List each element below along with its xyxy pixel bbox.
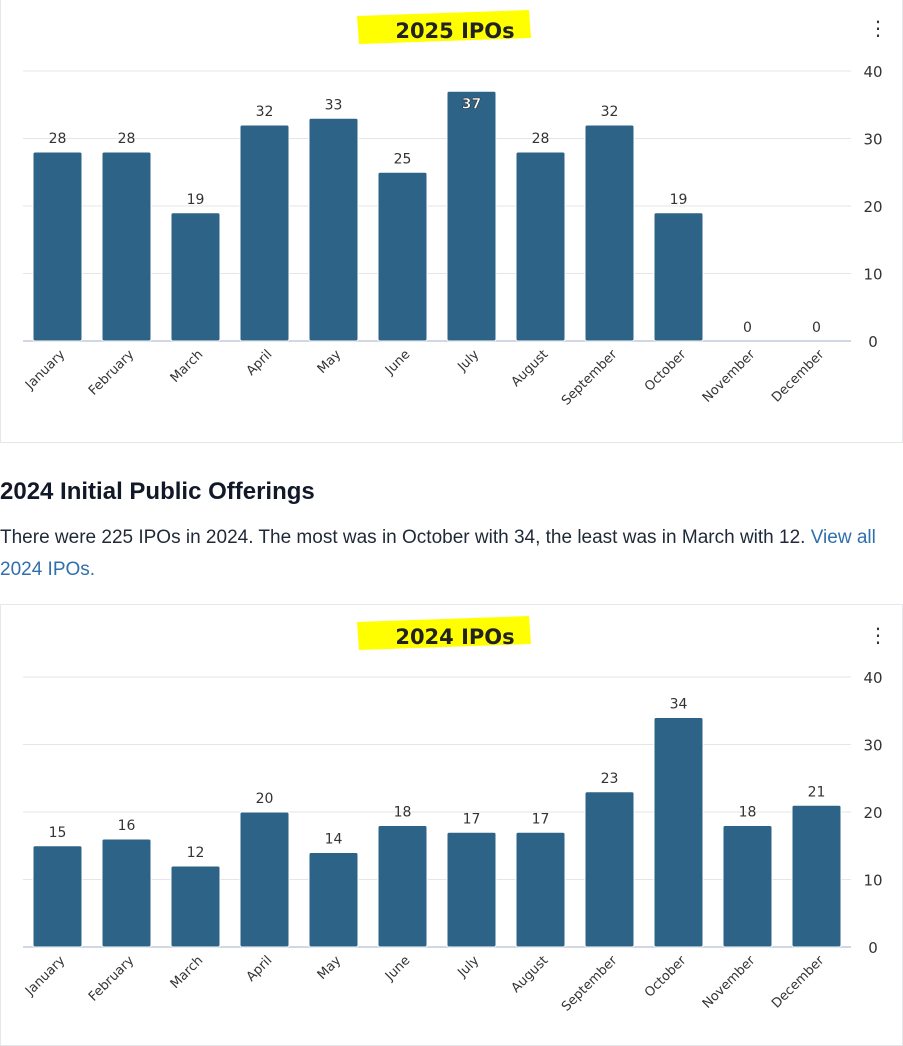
y-tick-label: 30: [863, 737, 882, 755]
bar-april: [239, 124, 290, 342]
y-tick-label: 30: [863, 131, 882, 149]
bar-october: [653, 212, 704, 342]
y-tick-label: 10: [863, 872, 882, 890]
data-label: 15: [49, 825, 67, 841]
data-label: 18: [739, 805, 757, 821]
x-tick-label: February: [86, 347, 138, 399]
x-tick-label: December: [769, 953, 828, 1012]
data-label: 14: [325, 832, 343, 848]
x-tick-label: October: [642, 347, 690, 395]
bar-july: [446, 831, 497, 948]
x-tick-label: May: [315, 347, 345, 377]
data-label: 16: [118, 818, 136, 834]
x-tick-label: June: [382, 953, 413, 984]
data-label: 0: [743, 320, 752, 336]
data-label: 17: [463, 811, 481, 827]
bar-july: [446, 90, 497, 342]
data-label: 25: [394, 151, 412, 167]
bar-january: [32, 151, 83, 342]
data-label: 19: [187, 192, 205, 208]
x-tick-label: July: [454, 953, 482, 981]
data-label: 23: [601, 771, 619, 787]
x-tick-label: June: [382, 347, 413, 378]
data-label: 18: [394, 805, 412, 821]
title-highlight: [357, 10, 531, 44]
chart-title: 2025 IPOs: [395, 19, 514, 43]
x-tick-label: March: [168, 347, 207, 386]
view-all-2024-ipos-link[interactable]: View all 2024 IPOs.: [0, 527, 876, 580]
x-tick-label: August: [509, 953, 552, 996]
x-tick-label: September: [559, 953, 621, 1015]
chart-card-2024: 2024 IPOs 0 10 20 30 40 15 January 16 February 12 M…: [0, 604, 903, 1046]
bar-september: [584, 124, 635, 342]
x-tick-label: February: [86, 953, 138, 1005]
bar-august: [515, 151, 566, 342]
y-tick-label: 10: [863, 266, 882, 284]
y-tick-label: 40: [863, 63, 882, 81]
x-tick-label: November: [700, 347, 759, 406]
bar-january: [32, 845, 83, 948]
bar-may: [308, 852, 359, 948]
section-summary: There were 225 IPOs in 2024. The most wa…: [0, 522, 903, 586]
chart-card-2025: 2025 IPOs 0 10 20 30 40 28 January 28 February 19 M…: [0, 0, 903, 443]
data-label: 21: [808, 784, 826, 800]
chart-2024-ipos: 2024 IPOs 0 10 20 30 40 15 January 16 February 12 M…: [22, 616, 883, 1015]
data-label: 34: [670, 697, 688, 713]
bar-october: [653, 717, 704, 948]
section-heading: 2024 Initial Public Offerings: [0, 478, 315, 505]
summary-text: There were 225 IPOs in 2024. The most wa…: [0, 527, 811, 548]
x-tick-label: November: [700, 953, 759, 1012]
x-tick-label: April: [244, 347, 276, 379]
data-label: 33: [325, 97, 343, 113]
title-highlight: [357, 616, 531, 650]
chart-2025-ipos: 2025 IPOs 0 10 20 30 40 28 January 28 February 19 M…: [22, 10, 883, 409]
data-label: 28: [532, 131, 550, 147]
data-label: 20: [256, 791, 274, 807]
bar-may: [308, 117, 359, 342]
y-tick-label: 20: [863, 198, 882, 216]
bar-june: [377, 171, 428, 342]
data-label: 37: [462, 96, 481, 112]
x-tick-label: January: [22, 347, 68, 393]
data-label: 17: [532, 811, 550, 827]
bar-february: [101, 151, 152, 342]
data-label: 28: [49, 131, 67, 147]
bar-september: [584, 791, 635, 948]
bar-august: [515, 831, 566, 948]
x-tick-label: April: [244, 953, 276, 985]
x-tick-label: March: [168, 953, 207, 992]
bar-february: [101, 838, 152, 948]
y-tick-label: 0: [868, 939, 878, 957]
y-tick-label: 20: [863, 804, 882, 822]
data-label: 32: [601, 104, 619, 120]
data-label: 12: [187, 845, 205, 861]
chart-title: 2024 IPOs: [395, 625, 514, 649]
data-label: 0: [812, 320, 821, 336]
y-tick-label: 40: [863, 669, 882, 687]
bar-december: [791, 804, 842, 948]
data-label: 32: [256, 104, 274, 120]
x-tick-label: May: [315, 953, 345, 983]
x-tick-label: December: [769, 347, 828, 406]
data-label: 28: [118, 131, 136, 147]
x-tick-label: October: [642, 953, 690, 1001]
x-tick-label: January: [22, 953, 68, 999]
data-label: 19: [670, 192, 688, 208]
bar-march: [170, 865, 221, 948]
bar-april: [239, 811, 290, 948]
bar-march: [170, 212, 221, 342]
bar-june: [377, 825, 428, 948]
chart-menu-icon[interactable]: ⋮: [868, 16, 888, 40]
x-tick-label: August: [509, 347, 552, 390]
y-tick-label: 0: [868, 333, 878, 351]
x-tick-label: July: [454, 347, 482, 375]
chart-menu-icon[interactable]: ⋮: [868, 623, 888, 647]
x-tick-label: September: [559, 347, 621, 409]
bar-november: [722, 825, 773, 948]
